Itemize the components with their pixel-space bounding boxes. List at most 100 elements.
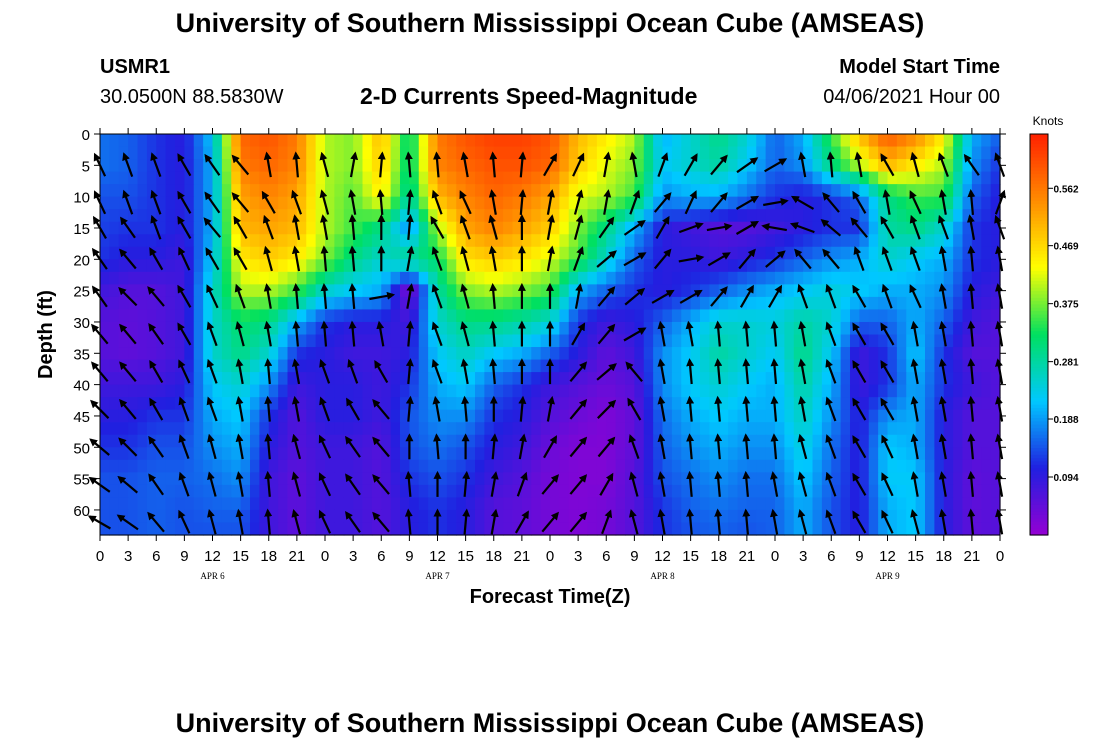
heatmap-cell	[343, 522, 354, 536]
heatmap-cell	[625, 484, 635, 499]
heatmap-cell	[540, 146, 551, 160]
heatmap-cell	[765, 146, 776, 160]
heatmap-cell	[315, 447, 326, 461]
heatmap-cell	[550, 334, 560, 348]
heatmap-cell	[971, 447, 982, 461]
heatmap-cell	[831, 134, 842, 148]
heatmap-cell	[850, 384, 860, 398]
current-vector	[345, 435, 361, 458]
heatmap-cell	[165, 334, 176, 348]
heatmap-cell	[803, 384, 814, 398]
heatmap-cell	[109, 447, 120, 461]
heatmap-cell	[437, 296, 448, 311]
current-vector	[880, 153, 895, 177]
colorbar-segment	[1030, 351, 1048, 356]
heatmap-cell	[587, 171, 598, 185]
heatmap-cell	[934, 447, 945, 461]
heatmap-cell	[146, 134, 157, 148]
heatmap-cell	[493, 359, 504, 373]
heatmap-cell	[221, 171, 232, 185]
heatmap-cell	[381, 209, 392, 223]
heatmap-cell	[887, 309, 898, 323]
heatmap-cell	[334, 397, 345, 411]
x-tick-label: 9	[630, 548, 638, 565]
heatmap-cell	[118, 159, 129, 173]
heatmap-cell	[840, 271, 851, 285]
heatmap-cell	[850, 522, 860, 536]
heatmap-cell	[915, 447, 926, 461]
heatmap-cell	[784, 334, 795, 348]
heatmap-cell	[100, 159, 110, 173]
heatmap-cell	[437, 146, 448, 160]
heatmap-cell	[128, 171, 139, 185]
heatmap-cell	[531, 422, 542, 436]
heatmap-cell	[400, 409, 410, 423]
heatmap-cell	[812, 434, 823, 448]
heatmap-cell	[268, 509, 279, 524]
current-vector	[516, 471, 528, 497]
heatmap-cell	[962, 384, 973, 398]
heatmap-cell	[690, 234, 701, 248]
heatmap-cell	[728, 459, 739, 473]
colorbar-segment	[1030, 230, 1048, 235]
heatmap-cell	[728, 422, 739, 436]
heatmap-cell	[821, 484, 832, 499]
heatmap-cell	[784, 284, 795, 298]
heatmap-cell	[184, 221, 195, 235]
heatmap-cell	[137, 484, 148, 499]
heatmap-cell	[437, 484, 448, 499]
heatmap-cell	[446, 447, 457, 461]
heatmap-cell	[821, 234, 832, 248]
heatmap-cell	[503, 384, 514, 398]
heatmap-cell	[371, 372, 382, 386]
heatmap-cell	[596, 497, 607, 511]
current-vector	[797, 471, 808, 497]
heatmap-cell	[353, 196, 364, 210]
heatmap-cell	[700, 159, 710, 173]
heatmap-cell	[887, 159, 898, 173]
heatmap-cell	[868, 384, 879, 398]
heatmap-cell	[306, 347, 317, 361]
heatmap-cell	[381, 196, 392, 210]
current-vector	[825, 321, 837, 347]
heatmap-cell	[915, 221, 926, 235]
heatmap-cell	[137, 196, 148, 210]
heatmap-cell	[746, 484, 757, 499]
heatmap-cell	[671, 372, 682, 386]
heatmap-cell	[371, 422, 382, 436]
heatmap-cell	[878, 384, 889, 398]
heatmap-cell	[259, 234, 270, 248]
heatmap-cell	[250, 334, 260, 348]
heatmap-cell	[756, 321, 767, 336]
heatmap-cell	[596, 459, 607, 473]
heatmap-cell	[390, 497, 401, 511]
heatmap-cell	[728, 347, 739, 361]
heatmap-cell	[709, 271, 720, 285]
heatmap-cell	[981, 134, 992, 148]
heatmap-cell	[475, 221, 485, 235]
heatmap-cell	[728, 159, 739, 173]
heatmap-cell	[465, 321, 476, 336]
heatmap-cell	[775, 209, 785, 223]
heatmap-cell	[465, 171, 476, 185]
heatmap-cell	[109, 234, 120, 248]
heatmap-cell	[531, 221, 542, 235]
heatmap-cell	[718, 459, 729, 473]
heatmap-cell	[259, 184, 270, 198]
heatmap-cell	[465, 184, 476, 198]
heatmap-cell	[756, 296, 767, 311]
current-vector	[880, 397, 895, 421]
heatmap-cell	[306, 259, 317, 273]
heatmap-cell	[456, 309, 467, 323]
current-vector	[967, 189, 976, 215]
heatmap-cell	[559, 484, 570, 499]
heatmap-cell	[465, 397, 476, 411]
heatmap-cell	[671, 246, 682, 260]
heatmap-cell	[456, 159, 467, 173]
heatmap-cell	[400, 259, 410, 273]
heatmap-cell	[287, 196, 298, 210]
heatmap-cell	[128, 484, 139, 499]
heatmap-cell	[446, 271, 457, 285]
heatmap-cell	[531, 484, 542, 499]
colorbar-segment	[1030, 421, 1048, 426]
